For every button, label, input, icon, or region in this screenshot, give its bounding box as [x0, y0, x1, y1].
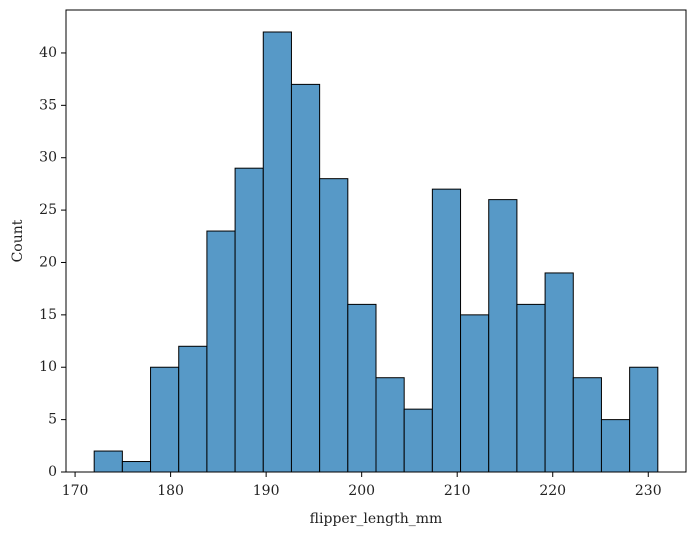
y-tick-label: 5	[48, 412, 57, 428]
bar	[403, 408, 433, 473]
bar	[629, 366, 659, 473]
y-tick-label: 15	[39, 307, 57, 323]
x-tick-label: 220	[539, 483, 566, 499]
x-axis-label: flipper_length_mm	[310, 511, 443, 527]
bar	[234, 167, 264, 473]
bar	[93, 450, 123, 473]
y-tick-label: 30	[39, 150, 57, 166]
bar	[290, 83, 321, 473]
x-tick-label: 210	[444, 483, 471, 499]
bar	[150, 366, 180, 473]
bar	[121, 461, 152, 473]
x-tick-label: 190	[253, 483, 280, 499]
bar	[375, 377, 405, 473]
bar	[516, 303, 546, 473]
bar	[206, 230, 236, 473]
bar	[488, 199, 518, 473]
x-tick-label: 200	[348, 483, 375, 499]
y-tick-label: 40	[39, 45, 57, 61]
bar	[544, 272, 574, 473]
bar	[262, 31, 292, 473]
bar	[319, 178, 349, 473]
bar	[347, 303, 377, 473]
y-tick-label: 20	[39, 254, 57, 270]
x-tick-label: 230	[635, 483, 662, 499]
bar	[572, 377, 602, 473]
y-tick-label: 35	[39, 97, 57, 113]
bar	[600, 419, 631, 473]
axes-frame	[65, 9, 687, 473]
bar	[460, 314, 490, 473]
bar	[431, 188, 462, 473]
y-tick-label: 10	[39, 359, 57, 375]
y-tick-label: 25	[39, 202, 57, 218]
x-tick-label: 180	[157, 483, 184, 499]
bar	[178, 345, 208, 473]
y-tick-label: 0	[48, 464, 57, 480]
x-tick-label: 170	[62, 483, 89, 499]
y-axis-label: Count	[10, 219, 26, 262]
